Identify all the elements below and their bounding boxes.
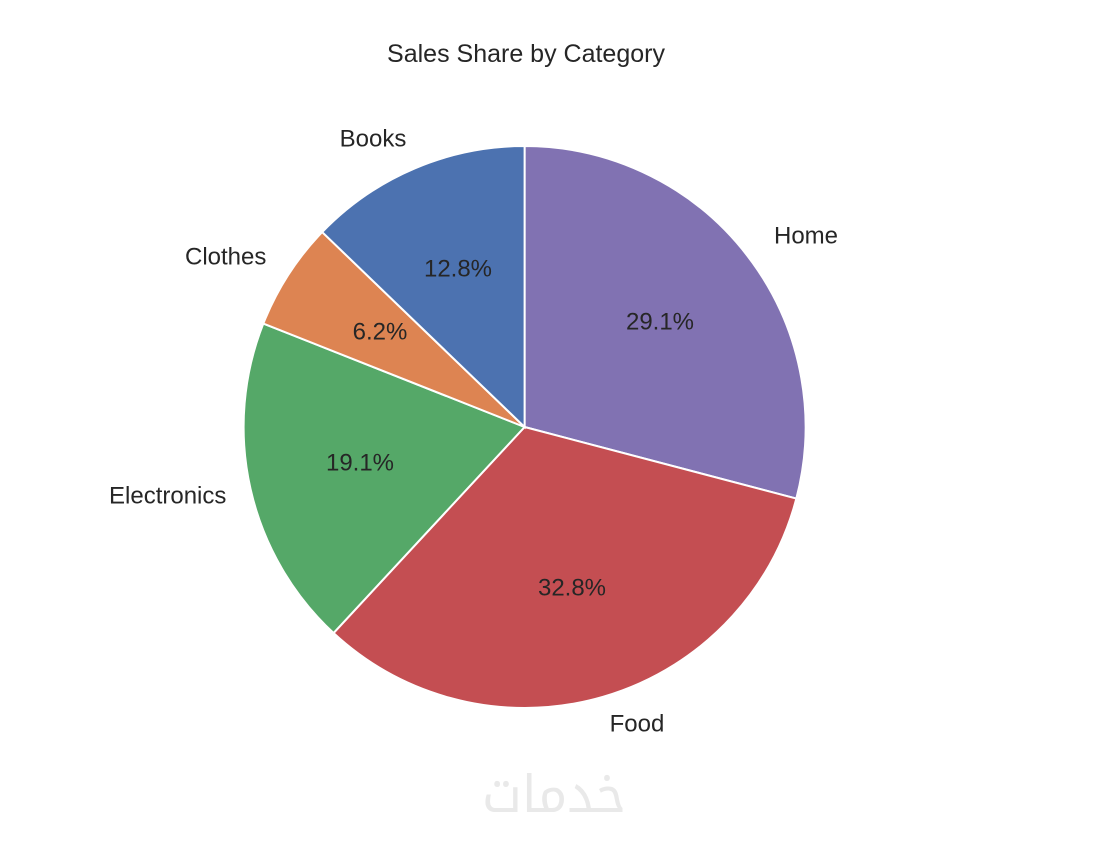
svg-text:Home: Home	[774, 222, 838, 249]
svg-text:Clothes: Clothes	[185, 243, 266, 270]
svg-text:19.1%: 19.1%	[326, 449, 394, 476]
svg-text:Books: Books	[340, 125, 407, 152]
svg-text:Electronics: Electronics	[109, 482, 226, 509]
svg-text:29.1%: 29.1%	[626, 308, 694, 335]
svg-text:Food: Food	[610, 710, 665, 737]
svg-text:6.2%: 6.2%	[353, 318, 408, 345]
svg-text:12.8%: 12.8%	[424, 255, 492, 282]
svg-text:32.8%: 32.8%	[538, 574, 606, 601]
